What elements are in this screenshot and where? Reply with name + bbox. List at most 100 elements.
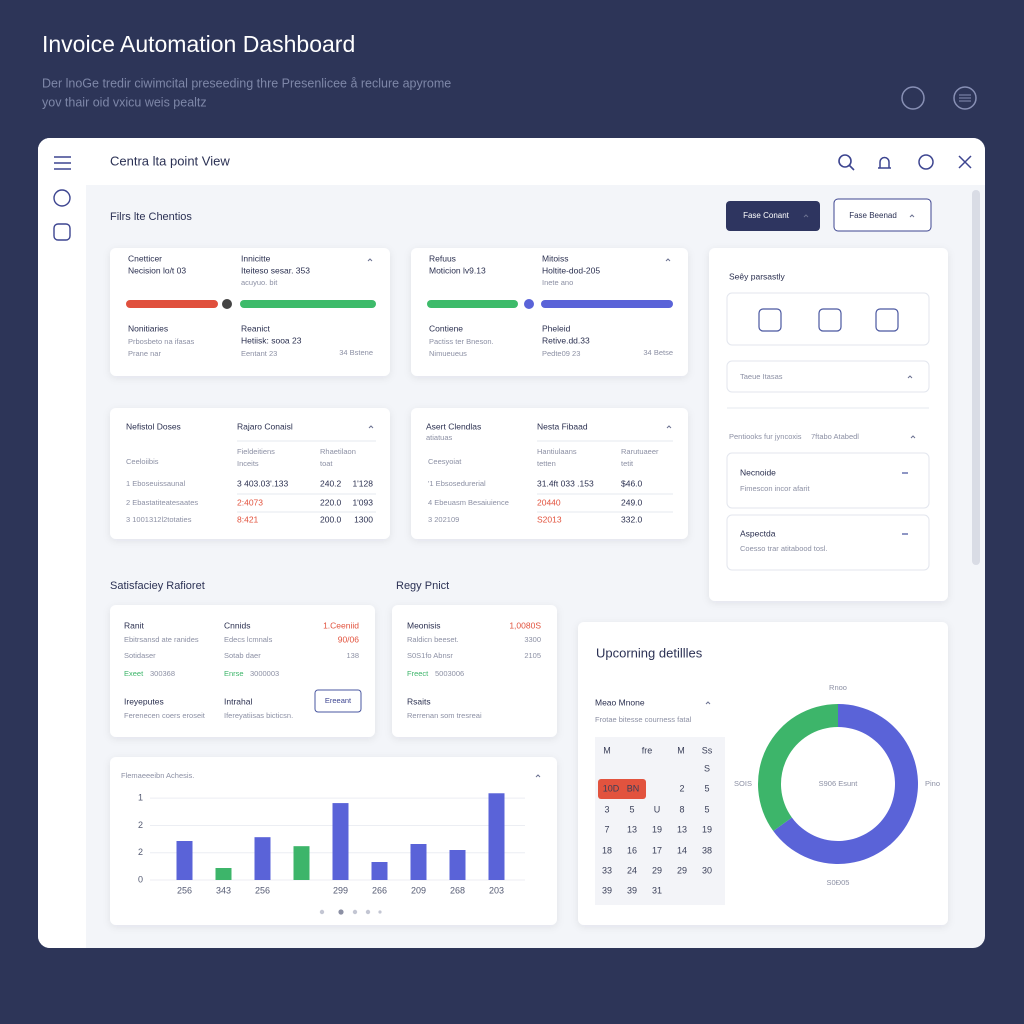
stat-text: Rsaits xyxy=(407,696,431,706)
search-icon[interactable] xyxy=(838,154,852,168)
progress-bar xyxy=(240,300,376,308)
stat-text: Enrse xyxy=(224,669,244,678)
user-icon[interactable] xyxy=(901,86,925,110)
calendar-day: 17 xyxy=(652,845,662,855)
calendar-day: 31 xyxy=(652,885,662,895)
table-header: atiatuas xyxy=(426,433,453,442)
table-cell: '1 Ebsosedurerial xyxy=(428,479,486,488)
table-cell: 3 1001312l2totaties xyxy=(126,515,192,524)
table-header: Inceits xyxy=(237,459,259,468)
bar xyxy=(332,803,349,880)
label: Retive.dd.33 xyxy=(542,335,590,345)
table-cell: 3 403.03'.133 xyxy=(237,478,289,488)
calendar-day: 8 xyxy=(679,804,684,814)
calendar-day: 38 xyxy=(702,845,712,855)
subtitle: yov thair oid vxicu weis pealtz xyxy=(42,95,207,109)
calendar-day: 3 xyxy=(604,804,609,814)
calendar-day: 13 xyxy=(627,824,637,834)
calendar-subtitle: Frotae bitesse courness fatal xyxy=(595,715,692,724)
calendar-title: Meao Mnone xyxy=(595,697,645,707)
label: Mitoiss xyxy=(542,253,568,263)
y-tick-label: 2 xyxy=(138,847,143,857)
button[interactable] xyxy=(833,198,932,232)
progress-handle[interactable] xyxy=(220,297,234,311)
calendar-day: 39 xyxy=(627,885,637,895)
weekday: fre xyxy=(642,745,653,755)
page-dot[interactable] xyxy=(378,910,382,914)
table-header: Rhaetilaon xyxy=(320,447,356,456)
stat-text: 90/06 xyxy=(338,634,360,644)
list-title: Pentiooks fur jyncoxis xyxy=(729,432,802,441)
bar xyxy=(293,846,310,880)
label: 34 Bstene xyxy=(339,348,373,357)
sidebar xyxy=(38,138,86,948)
page-dot[interactable] xyxy=(352,909,358,915)
icon[interactable] xyxy=(758,308,782,332)
chart-title: Upcorning detillles xyxy=(596,645,703,660)
table-header: Nefistol Doses xyxy=(126,421,181,431)
button[interactable] xyxy=(314,689,362,713)
button-label: Fase Beenad xyxy=(849,211,897,220)
stat-text: Freect xyxy=(407,669,429,678)
menu-icon[interactable] xyxy=(953,86,977,110)
calendar-day: 29 xyxy=(652,865,662,875)
calendar-day: 5 xyxy=(704,804,709,814)
label: Nonitiaries xyxy=(128,323,168,333)
stat-text: 2105 xyxy=(524,651,541,660)
calendar-day: S xyxy=(704,763,710,773)
page-dot[interactable] xyxy=(319,909,325,915)
button-label: Fase Conant xyxy=(743,211,790,220)
table-cell: $46.0 xyxy=(621,478,643,488)
table-header: Ceeloiibis xyxy=(126,457,159,466)
billing-icon[interactable] xyxy=(918,154,934,170)
progress-bar xyxy=(126,300,218,308)
stat-text: Intrahal xyxy=(224,696,252,706)
list-item[interactable] xyxy=(726,514,930,571)
x-tick-label: 343 xyxy=(216,885,231,895)
table-cell: 8:421 xyxy=(237,514,259,524)
side-title: Seêy parsastly xyxy=(729,271,785,281)
table-cell: 1 Eboseuissaunal xyxy=(126,479,186,488)
sidebar-icon[interactable] xyxy=(54,156,71,170)
table-cell: 1'128 xyxy=(352,478,373,488)
icon[interactable] xyxy=(875,308,899,332)
side-boxes xyxy=(726,292,930,571)
icon[interactable] xyxy=(818,308,842,332)
page-title: Invoice Automation Dashboard xyxy=(42,31,355,57)
sidebar-icon[interactable] xyxy=(53,223,71,241)
label: Refuus xyxy=(429,253,456,263)
calendar-selection xyxy=(598,779,646,799)
stat-text: Rerrenan som tresreai xyxy=(407,711,482,720)
sidebar-icon[interactable] xyxy=(53,189,71,207)
panel-header xyxy=(38,138,985,185)
label: Innicitte xyxy=(241,253,271,263)
x-tick-label: 256 xyxy=(177,885,192,895)
scrollbar[interactable] xyxy=(972,190,980,565)
table-cell: 240.2 xyxy=(320,478,342,488)
card xyxy=(411,248,688,376)
filter-box[interactable] xyxy=(726,360,930,393)
calendar-day: 16 xyxy=(627,845,637,855)
button[interactable] xyxy=(726,201,820,231)
annotation: Rnoo xyxy=(829,683,847,692)
label: Necision lo/t 03 xyxy=(128,265,186,275)
label: Holtite-dod-205 xyxy=(542,265,600,275)
page-dot[interactable] xyxy=(338,909,344,915)
section-title: Filrs lte Chentios xyxy=(110,211,192,223)
page-dot[interactable] xyxy=(365,909,371,915)
stat-text: Ereeant xyxy=(325,696,352,705)
calendar-day: 24 xyxy=(627,865,637,875)
close-icon[interactable] xyxy=(958,155,972,169)
y-tick-label: 1 xyxy=(138,793,143,803)
list-item[interactable] xyxy=(726,452,930,509)
label: Cnetticer xyxy=(128,253,162,263)
calendar-day: 29 xyxy=(677,865,687,875)
bar xyxy=(488,793,505,880)
progress-handle[interactable] xyxy=(522,297,536,311)
weekday: M xyxy=(677,745,685,755)
bar xyxy=(176,841,193,880)
table-cell: 2:4073 xyxy=(237,497,263,507)
legend-label: Pino xyxy=(925,779,940,788)
table-header: Rarutuaeer xyxy=(621,447,659,456)
bell-icon[interactable] xyxy=(878,156,891,169)
